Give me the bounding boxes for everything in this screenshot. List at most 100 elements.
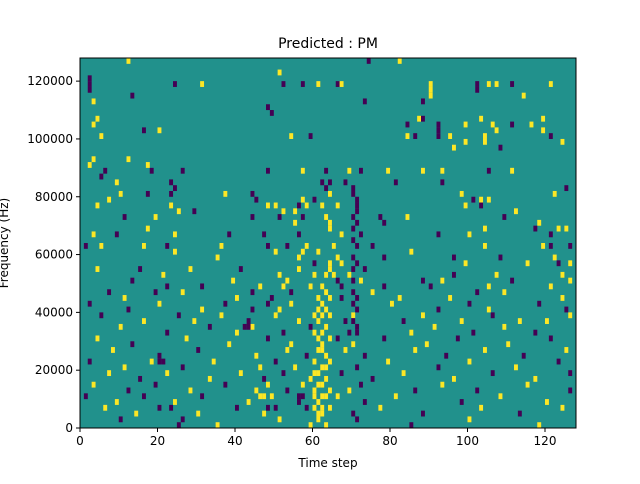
heatmap-cell (269, 295, 274, 301)
heatmap-cell (339, 283, 344, 290)
heatmap-cell (355, 243, 360, 249)
heatmap-cell (560, 295, 565, 301)
heatmap-cell (215, 254, 220, 261)
heatmap-cell (440, 167, 445, 174)
heatmap-cell (421, 167, 425, 174)
heatmap-cell (320, 341, 325, 348)
heatmap-cell (324, 185, 329, 192)
heatmap-cell (246, 318, 251, 324)
heatmap-cell (343, 347, 348, 353)
heatmap-cell (308, 323, 313, 330)
heatmap-cell (111, 347, 115, 353)
heatmap-cell (378, 404, 383, 411)
heatmap-cell (308, 422, 313, 429)
x-tick-label: 40 (227, 434, 242, 448)
heatmap-cell (556, 358, 561, 365)
heatmap-cell (490, 312, 495, 319)
heatmap-cell (370, 289, 375, 296)
heatmap-cell (297, 318, 301, 324)
heatmap-cell (122, 214, 127, 220)
heatmap-cell (359, 167, 363, 174)
heatmap-cell (533, 375, 538, 382)
heatmap-cell (320, 283, 325, 290)
y-tick-label: 20000 (35, 363, 73, 377)
heatmap-cell (281, 370, 286, 377)
heatmap-cell (211, 358, 216, 365)
heatmap-cell (157, 352, 162, 359)
heatmap-cell (335, 254, 340, 261)
heatmap-cell (235, 329, 239, 336)
heatmap-cell (498, 393, 503, 400)
heatmap-cell (87, 86, 92, 93)
heatmap-cell (161, 271, 166, 278)
heatmap-cell (192, 318, 197, 324)
heatmap-cell (118, 190, 123, 197)
heatmap-cell (320, 393, 325, 400)
heatmap-cell (514, 208, 518, 215)
heatmap-cell (355, 208, 360, 215)
heatmap-cell (351, 300, 356, 307)
heatmap-cell (351, 277, 356, 284)
heatmap-cell (142, 127, 146, 134)
heatmap-cell (479, 202, 484, 209)
heatmap-cell (335, 277, 340, 284)
heatmap-cell (145, 225, 150, 232)
heatmap-cell (300, 214, 305, 220)
heatmap-cell (157, 300, 162, 307)
heatmap-cell (99, 312, 104, 319)
heatmap-cell (200, 393, 205, 400)
heatmap-cell (452, 271, 456, 278)
heatmap-cell (541, 115, 546, 122)
heatmap-cell (459, 190, 464, 197)
heatmap-cell (355, 295, 360, 301)
heatmap-cell (312, 329, 317, 336)
heatmap-cell (180, 289, 185, 296)
heatmap-cell (95, 202, 100, 209)
heatmap-cell (173, 248, 177, 255)
heatmap-cell (87, 358, 92, 365)
x-tick-label: 0 (76, 434, 84, 448)
heatmap-cell (502, 289, 507, 296)
heatmap-cell (262, 410, 267, 417)
heatmap-cell (254, 196, 259, 203)
heatmap-cell (440, 179, 445, 186)
heatmap-cell (448, 295, 453, 301)
heatmap-cell (316, 81, 321, 87)
y-tick-label: 120000 (27, 74, 73, 88)
heatmap-cell (448, 133, 453, 139)
heatmap-cell (304, 404, 309, 411)
heatmap-cell (548, 283, 553, 290)
heatmap-cell (169, 190, 174, 197)
heatmap-cell (293, 219, 298, 226)
heatmap-cell (560, 271, 565, 278)
heatmap-cell (502, 214, 507, 220)
heatmap-cell (91, 381, 96, 388)
heatmap-cell (312, 387, 317, 394)
heatmap-cell (246, 399, 251, 405)
heatmap-cell (335, 335, 340, 342)
heatmap-cell (320, 202, 325, 209)
heatmap-cell (355, 416, 360, 423)
heatmap-cell (467, 231, 472, 238)
heatmap-cell (308, 133, 313, 139)
heatmap-cell (227, 341, 232, 348)
heatmap-cell (324, 306, 329, 313)
heatmap-cell (316, 335, 321, 342)
heatmap-cell (494, 81, 499, 87)
heatmap-cell (250, 214, 255, 220)
heatmap-cell (421, 115, 425, 122)
heatmap-cell (343, 179, 348, 186)
heatmap-cell (413, 347, 418, 353)
heatmap-cell (250, 289, 255, 296)
heatmap-cell (87, 162, 92, 168)
heatmap-cell (304, 352, 309, 359)
heatmap-cell (328, 219, 332, 226)
heatmap-cell (91, 231, 96, 238)
heatmap-cell (165, 243, 170, 249)
heatmap-cell (537, 300, 542, 307)
heatmap-cell (339, 231, 344, 238)
heatmap-cell (525, 381, 530, 388)
heatmap-cell (324, 352, 329, 359)
heatmap-cell (316, 381, 321, 388)
